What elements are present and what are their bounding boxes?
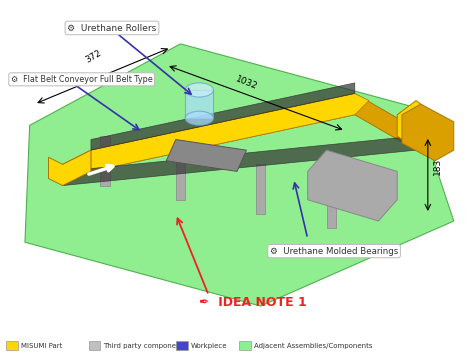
Text: Adjacent Assemblies/Components: Adjacent Assemblies/Components bbox=[254, 343, 373, 349]
Polygon shape bbox=[63, 94, 416, 186]
Polygon shape bbox=[176, 150, 185, 200]
Text: Workpiece: Workpiece bbox=[191, 343, 227, 349]
Polygon shape bbox=[185, 90, 213, 118]
Polygon shape bbox=[397, 101, 435, 150]
Ellipse shape bbox=[185, 83, 213, 97]
Polygon shape bbox=[100, 136, 110, 186]
Text: ✒  IDEA NOTE 1: ✒ IDEA NOTE 1 bbox=[199, 296, 307, 309]
Polygon shape bbox=[256, 164, 265, 214]
Text: ⚙  Urethane Rollers: ⚙ Urethane Rollers bbox=[67, 24, 156, 32]
Polygon shape bbox=[308, 150, 397, 221]
Text: Third party components: Third party components bbox=[103, 343, 187, 349]
Polygon shape bbox=[25, 44, 454, 306]
Bar bbox=[176, 341, 188, 350]
Polygon shape bbox=[63, 136, 416, 186]
Text: MISUMI Part: MISUMI Part bbox=[21, 343, 62, 349]
Text: 1032: 1032 bbox=[234, 75, 259, 92]
Polygon shape bbox=[166, 140, 246, 171]
Text: 372: 372 bbox=[83, 49, 103, 65]
Polygon shape bbox=[48, 150, 91, 186]
Bar bbox=[89, 341, 100, 350]
Ellipse shape bbox=[185, 111, 213, 125]
Text: ⚙  Flat Belt Conveyor Full Belt Type: ⚙ Flat Belt Conveyor Full Belt Type bbox=[11, 75, 153, 84]
Text: ⚙  Urethane Molded Bearings: ⚙ Urethane Molded Bearings bbox=[270, 247, 398, 256]
Polygon shape bbox=[91, 94, 369, 171]
Polygon shape bbox=[402, 104, 454, 161]
Bar bbox=[239, 341, 251, 350]
Text: 183: 183 bbox=[433, 158, 442, 175]
Polygon shape bbox=[91, 83, 355, 150]
Polygon shape bbox=[327, 178, 336, 228]
Bar bbox=[6, 341, 18, 350]
